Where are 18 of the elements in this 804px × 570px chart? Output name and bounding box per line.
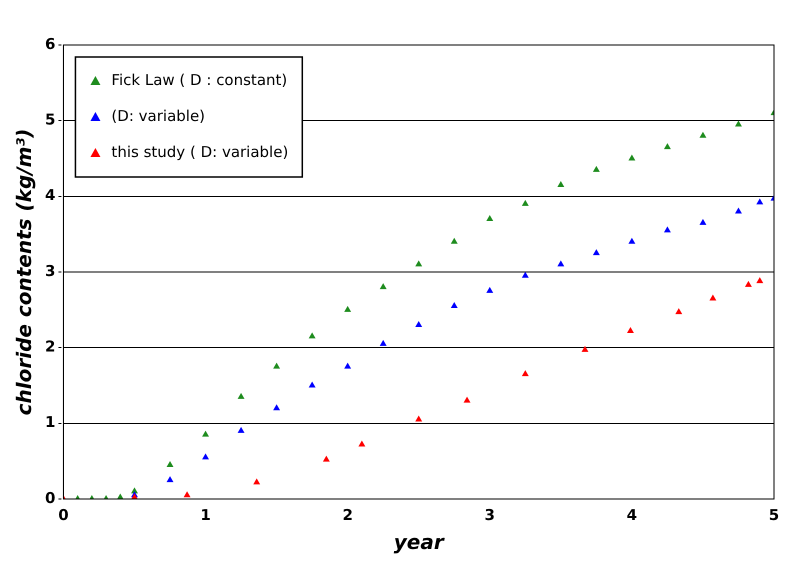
x-tick-label: 2 (342, 506, 353, 524)
x-tick-label: 3 (484, 506, 495, 524)
x-axis-title: year (394, 530, 445, 554)
y-tick-label: 0 (45, 488, 56, 507)
y-tick-label: 5 (45, 110, 56, 129)
x-tick-label: 4 (626, 506, 638, 524)
y-axis-title: chloride contents (kg/m³) (12, 128, 36, 416)
y-tick-label: 4 (45, 186, 56, 204)
y-tick-label: 1 (45, 413, 56, 432)
x-tick-label: 1 (200, 506, 211, 524)
y-tick-label: 3 (45, 262, 56, 280)
x-tick-label: 5 (768, 506, 780, 524)
x-tick-label: 0 (58, 506, 69, 524)
y-tick-label: 6 (45, 34, 56, 53)
legend-label: this study ( D: variable) (111, 142, 288, 161)
y-tick-label: 2 (45, 338, 56, 356)
legend-label: (D: variable) (111, 106, 206, 125)
legend-label: Fick Law ( D : constant) (111, 70, 288, 89)
